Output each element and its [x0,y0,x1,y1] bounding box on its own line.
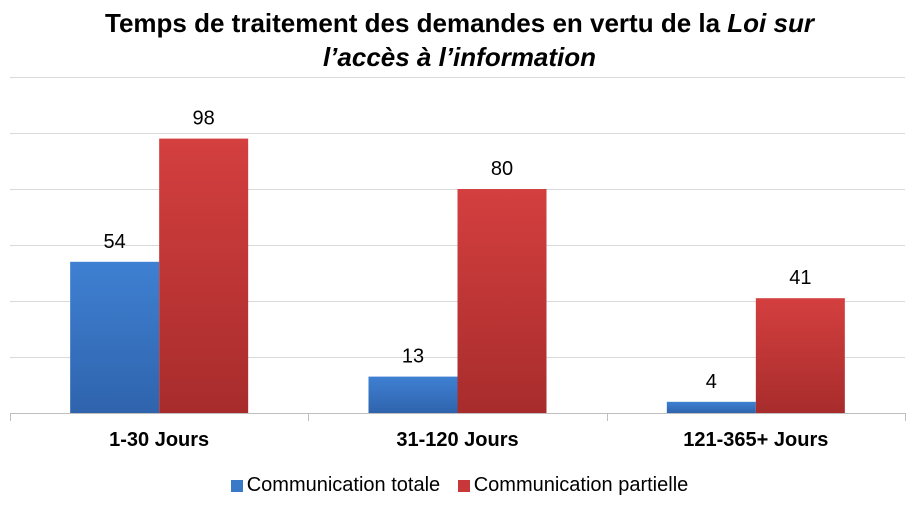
data-labels: 54 98 13 80 4 41 [104,108,812,393]
bar-communication-partielle-1 [159,138,249,413]
chart-title-line-1: Temps de traitement des demandes en vert… [0,6,919,40]
x-tick-label: 121-365+ Jours [683,429,828,451]
legend-swatch-blue [230,480,243,493]
bar-communication-totale-3 [666,401,756,413]
x-tick-labels: 1-30 Jours 31-120 Jours 121-365+ Jours [109,429,828,451]
legend-label: Communication totale [246,474,441,497]
legend-item-communication-totale: Communication totale [230,474,441,497]
data-label: 4 [706,371,717,393]
legend: Communication totale Communication parti… [0,474,919,497]
x-tick-label: 1-30 Jours [109,429,209,451]
x-tick-label: 31-120 Jours [396,429,518,451]
data-label: 80 [491,158,513,180]
legend-swatch-red [457,480,470,493]
data-label: 13 [402,346,424,368]
bar-communication-totale-1 [70,261,160,413]
data-label: 98 [193,108,215,130]
data-label: 54 [104,231,126,253]
chart-title-italic-part-2: l’accès à l’information [322,42,597,72]
legend-label: Communication partielle [473,474,689,497]
bar-communication-partielle-3 [755,298,845,413]
chart-title: Temps de traitement des demandes en vert… [0,6,919,74]
bar-communication-totale-2 [368,376,458,413]
bars [70,138,845,413]
bar-chart: 54 98 13 80 4 41 1-30 Jours 31-120 Jours 121-36… [10,77,906,451]
x-axis [10,413,906,421]
chart-title-italic-part-1: Loi sur [727,8,814,38]
legend-item-communication-partielle: Communication partielle [457,474,689,497]
data-label: 41 [789,267,811,289]
chart-title-main-text: Temps de traitement des demandes en vert… [105,8,728,38]
bar-communication-partielle-2 [457,189,547,413]
